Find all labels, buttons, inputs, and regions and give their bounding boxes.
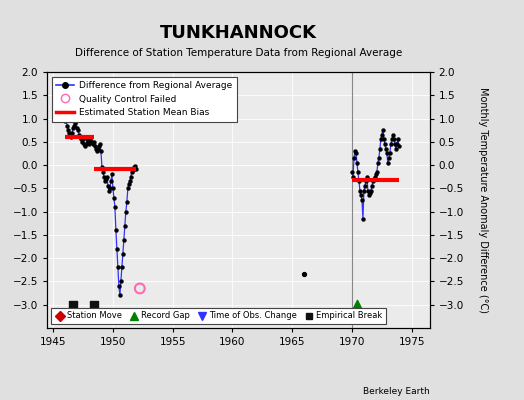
Text: Difference of Station Temperature Data from Regional Average: Difference of Station Temperature Data f… [75,48,402,58]
Point [69,302,78,308]
Y-axis label: Monthly Temperature Anomaly Difference (°C): Monthly Temperature Anomaly Difference (… [478,87,488,313]
Point [136,285,144,292]
Point [353,302,361,308]
Text: TUNKHANNOCK: TUNKHANNOCK [160,24,317,42]
Text: Berkeley Earth: Berkeley Earth [363,387,430,396]
Point [90,302,98,308]
Legend: Station Move, Record Gap, Time of Obs. Change, Empirical Break: Station Move, Record Gap, Time of Obs. C… [51,308,386,324]
